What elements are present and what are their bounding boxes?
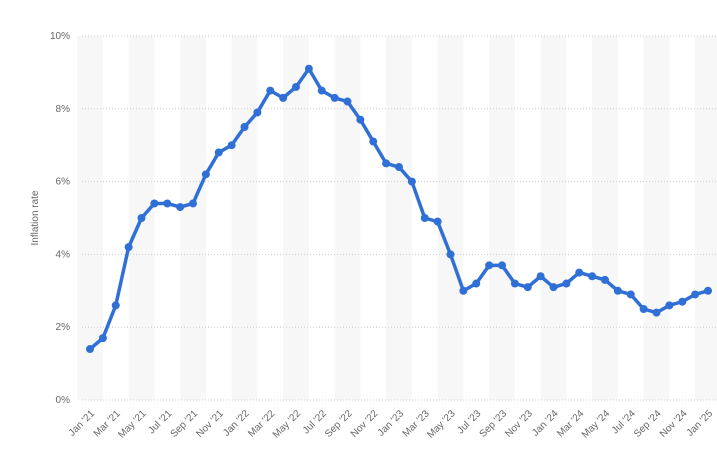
data-point[interactable] — [691, 290, 700, 299]
data-point[interactable] — [317, 86, 326, 95]
x-tick-label: May '24 — [580, 408, 613, 441]
data-point[interactable] — [201, 170, 210, 179]
column-band — [334, 36, 361, 400]
y-tick-label: 8% — [56, 104, 71, 115]
data-point[interactable] — [137, 214, 146, 222]
data-point[interactable] — [304, 64, 313, 73]
x-tick-label: May '21 — [116, 408, 149, 441]
x-tick-label: Nov '23 — [503, 408, 535, 440]
y-tick-label: 0% — [56, 395, 71, 406]
x-tick-label: Nov '22 — [349, 408, 381, 440]
column-band — [386, 36, 412, 400]
data-point[interactable] — [343, 97, 352, 106]
x-tick-label: Nov '24 — [658, 408, 690, 440]
data-point[interactable] — [227, 141, 236, 150]
column-bands — [77, 36, 717, 400]
y-tick-label: 4% — [56, 249, 71, 260]
data-point[interactable] — [601, 275, 609, 284]
data-point[interactable] — [356, 115, 365, 124]
data-point[interactable] — [498, 261, 506, 270]
x-tick-label: Sep '21 — [169, 408, 201, 440]
data-point[interactable] — [446, 250, 455, 259]
data-point[interactable] — [124, 243, 133, 252]
data-point[interactable] — [575, 268, 584, 277]
data-point[interactable] — [292, 82, 300, 91]
y-tick-label: 6% — [56, 177, 71, 188]
data-point[interactable] — [330, 93, 339, 102]
data-point[interactable] — [510, 279, 519, 288]
x-tick-label: Sep '24 — [632, 408, 664, 440]
column-band — [180, 36, 206, 400]
data-point[interactable] — [472, 279, 481, 288]
column-band — [592, 36, 618, 400]
column-band — [231, 36, 258, 400]
data-point[interactable] — [613, 286, 622, 295]
data-point[interactable] — [523, 283, 532, 292]
data-point[interactable] — [704, 286, 712, 295]
x-tick-label: May '22 — [271, 408, 304, 441]
data-point[interactable] — [665, 301, 674, 310]
column-band — [437, 36, 464, 400]
column-band — [489, 36, 515, 400]
data-point[interactable] — [536, 272, 545, 281]
y-axis-ticks: 0% 2% 4% 6% 8% 10% — [50, 31, 70, 406]
data-point[interactable] — [407, 177, 416, 186]
data-point[interactable] — [382, 159, 391, 168]
data-point[interactable] — [562, 279, 571, 288]
y-tick-label: 10% — [50, 31, 70, 42]
column-band — [695, 36, 717, 400]
data-point[interactable] — [111, 301, 120, 310]
column-band — [540, 36, 567, 400]
data-point[interactable] — [626, 290, 635, 299]
column-band — [283, 36, 309, 400]
data-point[interactable] — [588, 272, 597, 281]
data-point[interactable] — [433, 217, 442, 226]
data-point[interactable] — [639, 305, 648, 313]
gridlines — [82, 35, 717, 401]
data-point[interactable] — [652, 308, 661, 317]
x-tick-label: Sep '22 — [323, 408, 355, 440]
data-point[interactable] — [678, 297, 687, 306]
data-point[interactable] — [150, 199, 159, 208]
column-band — [643, 36, 670, 400]
data-point[interactable] — [459, 286, 468, 295]
x-tick-label: May '23 — [425, 408, 458, 441]
data-point[interactable] — [214, 148, 223, 157]
data-point[interactable] — [485, 261, 494, 270]
data-point[interactable] — [266, 86, 275, 95]
data-point[interactable] — [98, 334, 107, 343]
data-point[interactable] — [163, 199, 172, 208]
data-point[interactable] — [279, 93, 288, 102]
data-point[interactable] — [369, 137, 378, 146]
data-point[interactable] — [176, 203, 185, 212]
x-tick-label: Nov '21 — [194, 408, 226, 440]
y-tick-label: 2% — [56, 322, 71, 333]
data-point[interactable] — [395, 163, 403, 172]
series-layer — [86, 64, 712, 354]
data-point[interactable] — [86, 345, 94, 354]
y-axis-title: Inflation rate — [30, 190, 41, 245]
data-point[interactable] — [549, 283, 558, 292]
data-point[interactable] — [420, 214, 429, 222]
x-tick-label: Jan '25 — [685, 408, 716, 439]
x-tick-label: Sep '23 — [478, 408, 510, 440]
data-point[interactable] — [189, 199, 197, 208]
column-band — [77, 36, 103, 400]
data-point[interactable] — [240, 123, 249, 131]
data-point[interactable] — [253, 108, 262, 117]
